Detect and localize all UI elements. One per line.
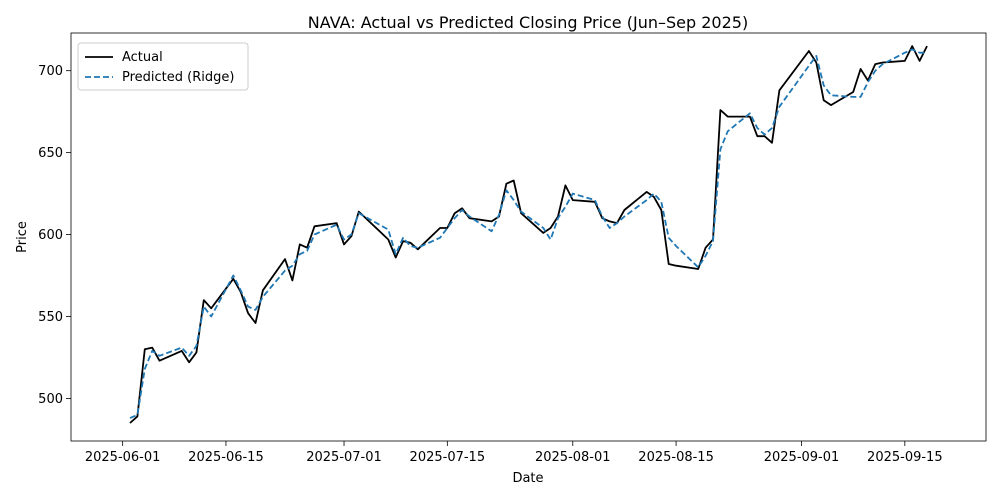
legend-label-actual: Actual	[122, 50, 163, 65]
x-tick-label: 2025-07-15	[410, 450, 486, 465]
y-axis-ticks: 500 550 600 650 700	[38, 64, 71, 407]
x-axis-label: Date	[512, 471, 543, 486]
y-tick-label: 600	[38, 228, 63, 243]
x-tick-label: 2025-09-15	[867, 450, 943, 465]
legend-box	[77, 42, 249, 91]
series-line-actual	[129, 45, 928, 424]
x-tick-label: 2025-07-01	[306, 450, 382, 465]
y-axis-label: Price	[15, 221, 30, 253]
plot-frame	[70, 32, 987, 442]
legend: Actual Predicted (Ridge)	[77, 42, 249, 91]
y-tick-label: 700	[38, 64, 63, 79]
x-tick-label: 2025-06-01	[85, 450, 161, 465]
x-tick-label: 2025-06-15	[188, 450, 264, 465]
y-tick-label: 650	[38, 146, 63, 161]
x-axis-ticks: 2025-06-01 2025-06-15 2025-07-01 2025-07-15…	[85, 441, 943, 465]
legend-label-predicted: Predicted (Ridge)	[122, 70, 234, 85]
series-lines	[129, 45, 928, 424]
y-tick-label: 550	[38, 310, 63, 325]
x-tick-label: 2025-08-01	[535, 450, 611, 465]
x-tick-label: 2025-09-01	[764, 450, 840, 465]
series-line-predicted	[129, 48, 927, 419]
y-tick-label: 500	[38, 392, 63, 407]
x-tick-label: 2025-08-15	[638, 450, 714, 465]
chart-title: NAVA: Actual vs Predicted Closing Price …	[308, 13, 748, 32]
